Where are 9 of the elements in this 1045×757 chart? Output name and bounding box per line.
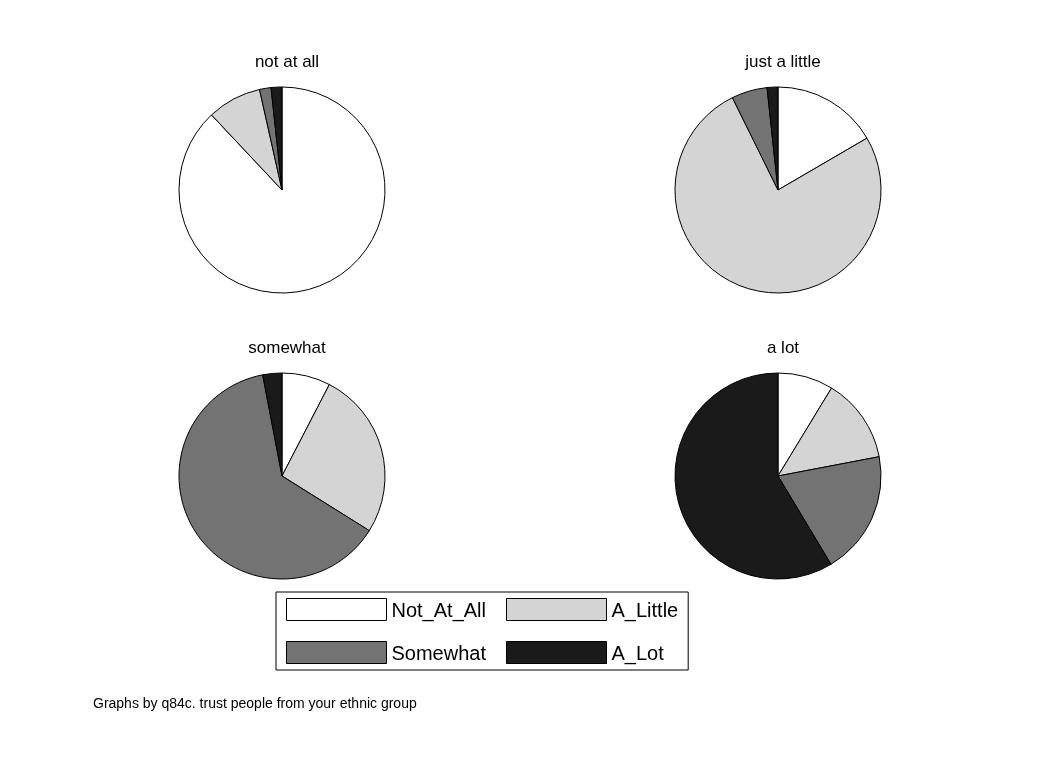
chart-title: somewhat [248,338,327,357]
chart-title: just a little [744,52,821,71]
legend-label: Somewhat [391,641,487,664]
chart-title: not at all [254,52,320,71]
chart-title: a lot [766,338,800,357]
text: Graphs by q84c. trust people from your ethnic group [93,695,417,711]
legend-label: A_Lot [611,641,665,665]
legend-label: Not_At_All [391,598,486,622]
legend-label: A_Little [611,598,679,622]
